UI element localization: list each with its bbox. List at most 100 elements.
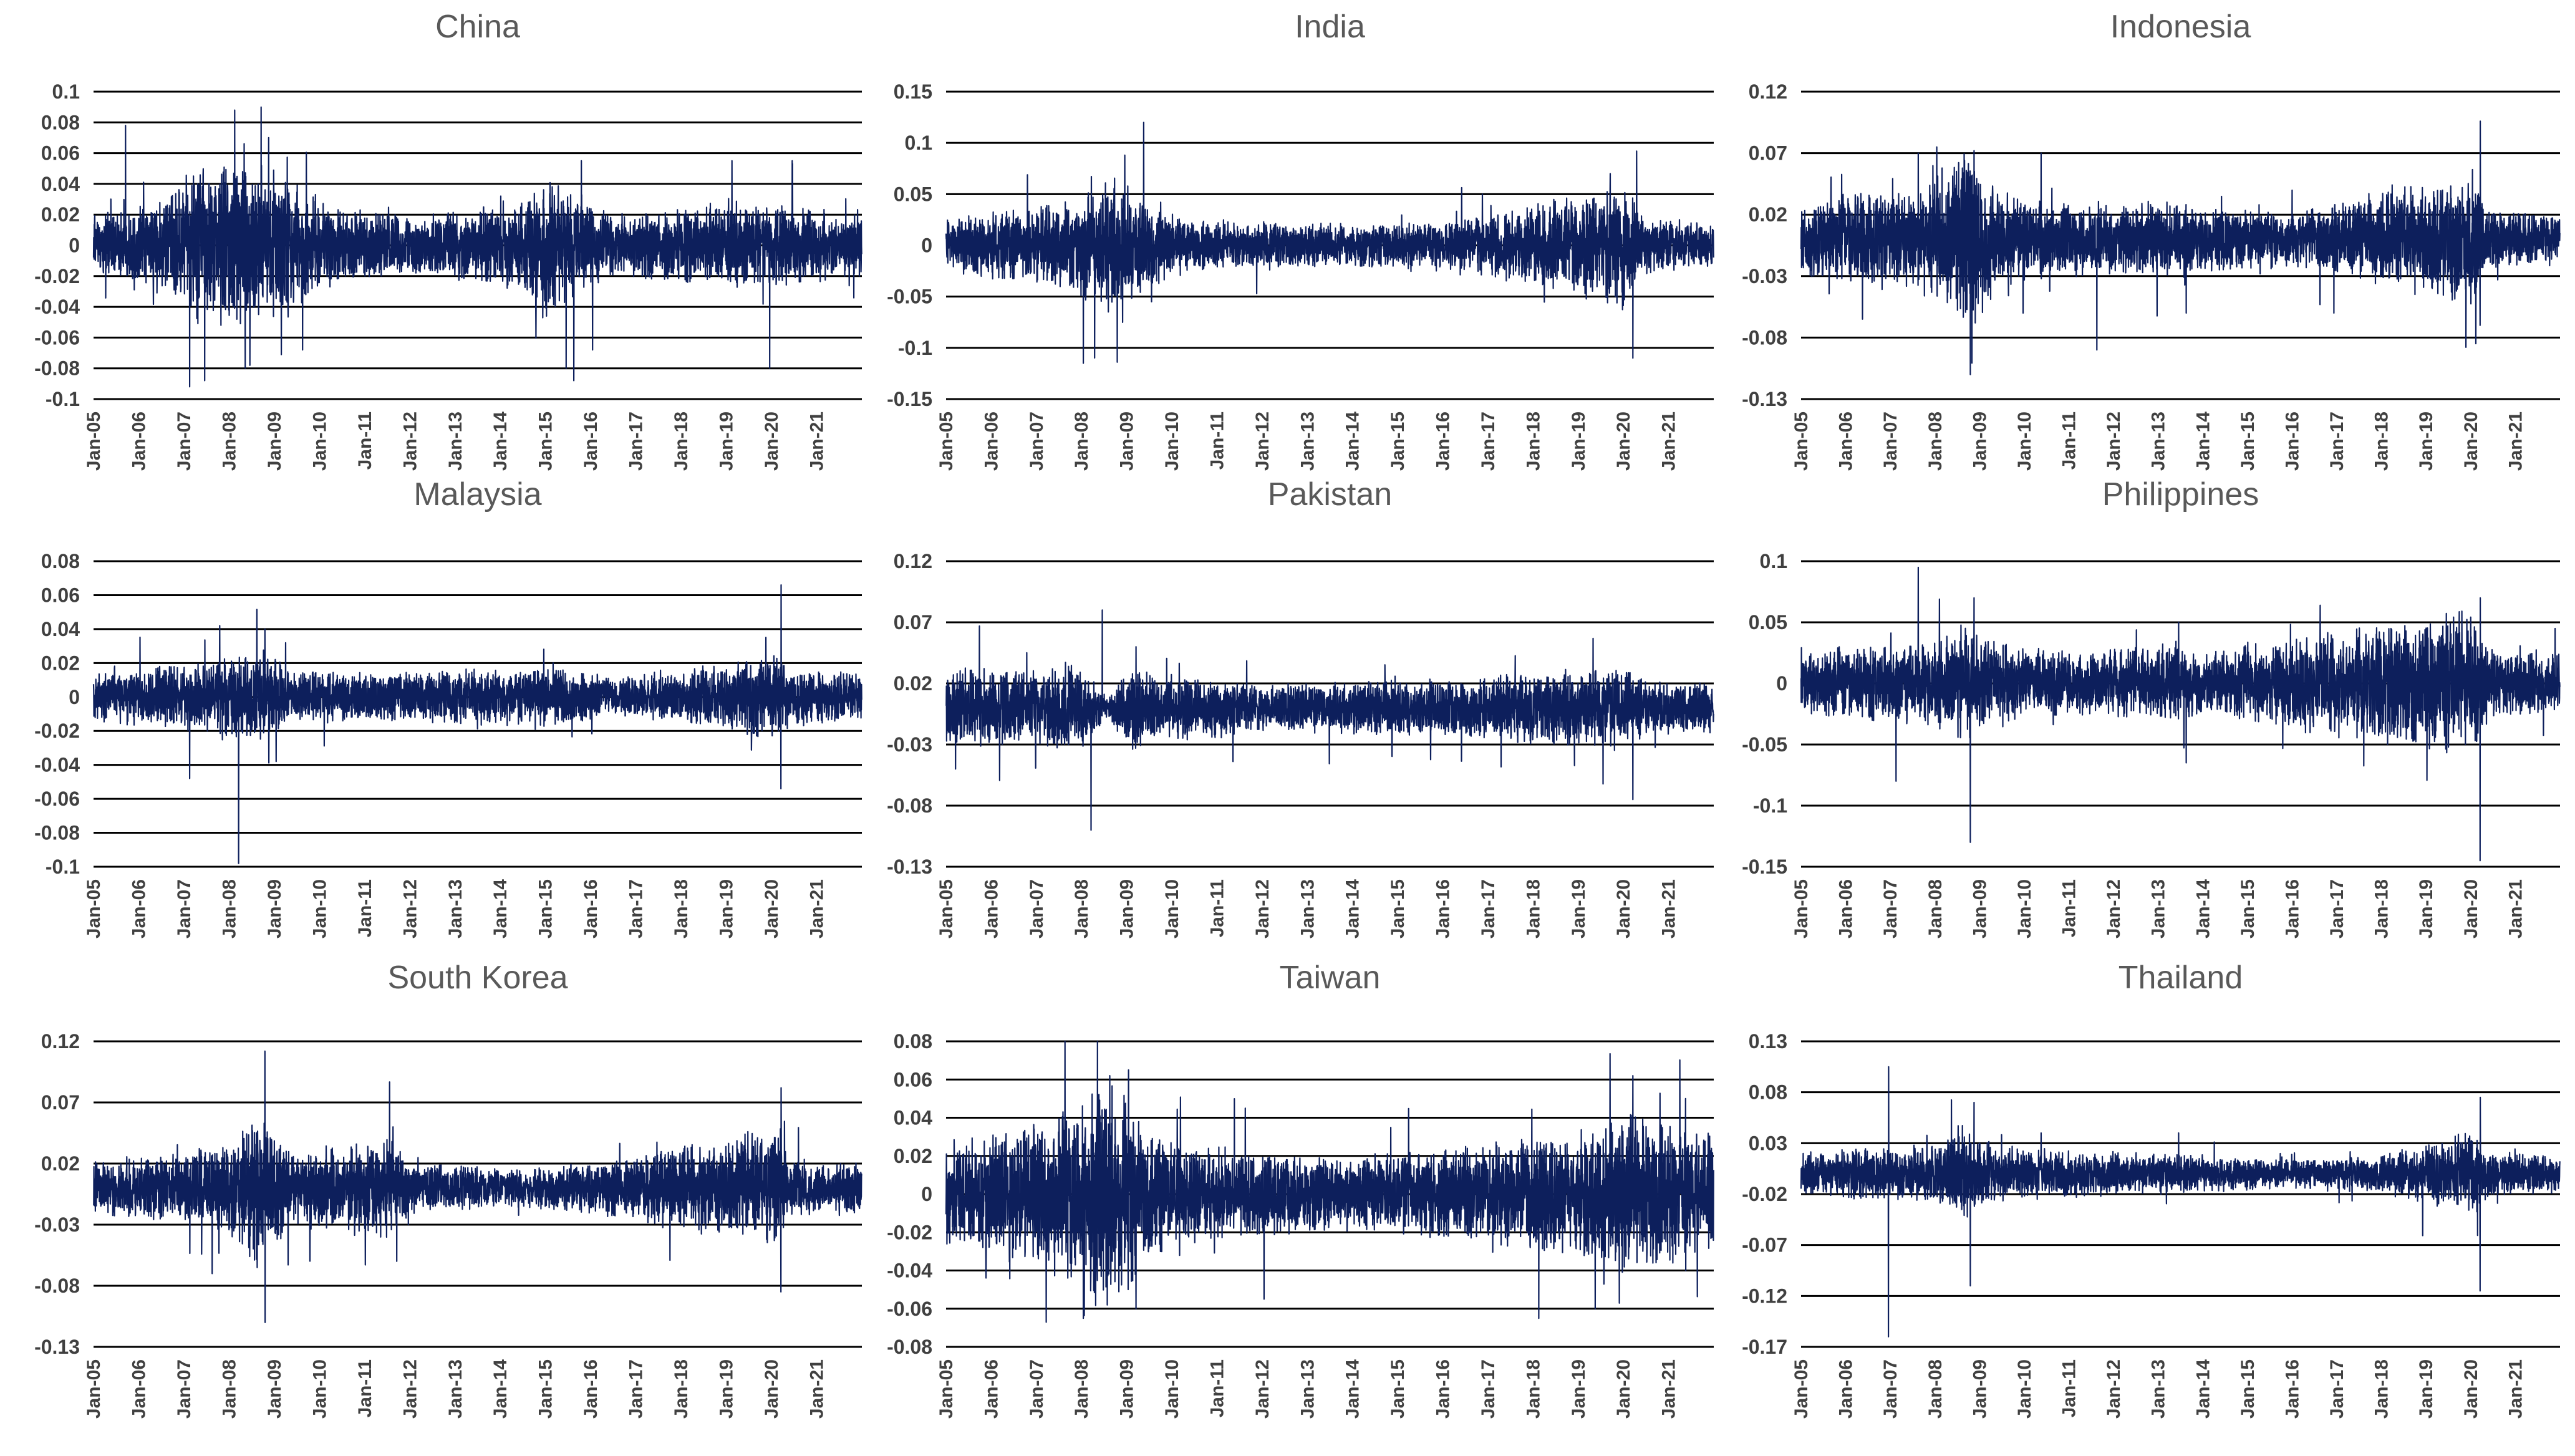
x-tick-label: Jan-07 (174, 412, 195, 471)
x-tick-label: Jan-05 (84, 1359, 104, 1419)
x-tick-label: Jan-10 (1162, 412, 1182, 471)
y-tick-label: -0.04 (887, 1260, 932, 1282)
x-tick-label: Jan-13 (445, 412, 466, 471)
x-tick-label: Jan-12 (400, 879, 420, 938)
y-tick-label: -0.08 (887, 1336, 932, 1358)
x-tick-label: Jan-11 (2059, 1359, 2080, 1417)
x-tick-label: Jan-05 (936, 879, 957, 938)
x-tick-label: Jan-20 (2461, 1359, 2481, 1419)
y-tick-label: 0.12 (1749, 80, 1787, 103)
chart-panel-pakistan: Pakistan0.120.070.02-0.03-0.08-0.13Jan-0… (887, 476, 1714, 938)
x-tick-label: Jan-17 (1478, 412, 1499, 471)
y-tick-label: 0.04 (41, 618, 80, 640)
y-tick-label: -0.1 (1753, 794, 1787, 817)
x-tick-label: Jan-13 (1297, 1359, 1318, 1419)
x-tick-label: Jan-06 (1836, 412, 1857, 471)
x-tick-label: Jan-14 (2193, 879, 2213, 938)
x-tick-label: Jan-14 (490, 412, 511, 471)
x-tick-label: Jan-08 (1925, 879, 1946, 938)
x-tick-label: Jan-11 (355, 879, 375, 937)
y-tick-label: -0.03 (34, 1213, 80, 1236)
x-tick-label: Jan-09 (1117, 412, 1138, 471)
chart-title: Pakistan (1268, 476, 1392, 513)
x-tick-label: Jan-17 (1478, 879, 1499, 938)
returns-series-line (92, 584, 862, 864)
y-tick-label: 0.07 (1749, 142, 1787, 165)
x-tick-label: Jan-08 (219, 879, 239, 938)
y-tick-label: -0.08 (34, 1275, 80, 1297)
x-tick-label: Jan-09 (1117, 879, 1138, 938)
y-tick-label: -0.02 (887, 1221, 932, 1243)
x-tick-label: Jan-13 (2148, 1359, 2169, 1419)
x-tick-label: Jan-18 (671, 879, 692, 938)
y-tick-label: -0.17 (1742, 1336, 1787, 1358)
chart-panel-china: China 0.1 0.08 0.06 0.04 0.02 0 -0.02 -0.04 -0.06… (34, 9, 862, 471)
y-tick-label: 0.05 (894, 183, 932, 205)
x-tick-label: Jan-06 (981, 879, 1002, 938)
returns-series-line (93, 1050, 862, 1323)
x-tick-label: Jan-05 (936, 1359, 957, 1419)
x-tick-label: Jan-07 (1027, 1359, 1047, 1419)
x-tick-label: Jan-07 (174, 1359, 195, 1419)
x-tick-label: Jan-07 (1880, 879, 1901, 938)
y-tick-label: 0.02 (41, 1152, 80, 1175)
x-tick-label: Jan-06 (1836, 1359, 1857, 1419)
x-tick-label: Jan-11 (355, 1359, 375, 1417)
x-tick-label: Jan-21 (1659, 879, 1679, 938)
y-tick-label: 0.07 (41, 1091, 80, 1114)
x-tick-label: Jan-15 (2238, 879, 2258, 938)
y-tick-label: 0.06 (894, 1068, 932, 1091)
x-tick-label: Jan-17 (626, 879, 647, 938)
x-tick-label: Jan-21 (2505, 1359, 2526, 1419)
y-tick-label: -0.08 (887, 794, 932, 817)
x-tick-label: Jan-18 (2372, 879, 2392, 938)
y-tick-label: -0.15 (1742, 856, 1787, 878)
y-tick-label: 0.07 (894, 611, 932, 634)
y-tick-label: 0.15 (894, 80, 932, 103)
y-tick-label: 0.08 (41, 111, 80, 133)
x-tick-label: Jan-15 (536, 879, 556, 938)
returns-series-line (1800, 120, 2561, 375)
x-tick-label: Jan-10 (2014, 879, 2035, 938)
x-tick-label: Jan-14 (2193, 1359, 2213, 1419)
chart-title: Thailand (2118, 960, 2243, 996)
returns-series-line (1800, 1066, 2561, 1338)
x-tick-label: Jan-10 (309, 412, 330, 471)
x-tick-label: Jan-14 (490, 879, 511, 938)
x-tick-label: Jan-17 (2327, 412, 2347, 471)
x-tick-label: Jan-10 (1162, 1359, 1182, 1419)
y-tick-label: 0.06 (41, 142, 80, 165)
y-tick-label: -0.02 (1742, 1183, 1787, 1205)
x-tick-label: Jan-09 (264, 1359, 285, 1419)
x-tick-label: Jan-20 (1613, 879, 1634, 938)
x-tick-label: Jan-13 (1297, 879, 1318, 938)
x-tick-label: Jan-20 (1613, 412, 1634, 471)
y-tick-label: 0.02 (894, 672, 932, 695)
x-tick-label: Jan-16 (2282, 1359, 2302, 1419)
x-tick-label: Jan-17 (1478, 1359, 1499, 1419)
x-tick-label: Jan-05 (1791, 1359, 1812, 1419)
y-tick-label: 0.04 (41, 173, 80, 195)
x-tick-label: Jan-12 (2104, 1359, 2124, 1419)
x-tick-label: Jan-19 (717, 1359, 737, 1419)
returns-series-line (92, 106, 862, 388)
x-tick-label: Jan-16 (2282, 412, 2302, 471)
x-tick-label: Jan-17 (626, 1359, 647, 1419)
x-tick-label: Jan-21 (1659, 412, 1679, 471)
x-tick-label: Jan-18 (2372, 1359, 2392, 1419)
y-tick-label: 0.1 (905, 132, 932, 154)
x-tick-label: Jan-09 (264, 879, 285, 938)
x-tick-label: Jan-14 (1343, 412, 1363, 471)
x-tick-label: Jan-16 (581, 879, 601, 938)
x-tick-label: Jan-20 (2461, 879, 2481, 938)
x-tick-label: Jan-20 (761, 412, 782, 471)
x-tick-label: Jan-11 (2059, 879, 2080, 937)
x-tick-label: Jan-19 (1568, 879, 1589, 938)
y-tick-label: 0.06 (41, 584, 80, 606)
x-tick-label: Jan-11 (2059, 412, 2080, 470)
x-tick-label: Jan-09 (1969, 879, 1990, 938)
y-tick-label: -0.06 (34, 326, 80, 349)
x-tick-label: Jan-09 (1969, 1359, 1990, 1419)
